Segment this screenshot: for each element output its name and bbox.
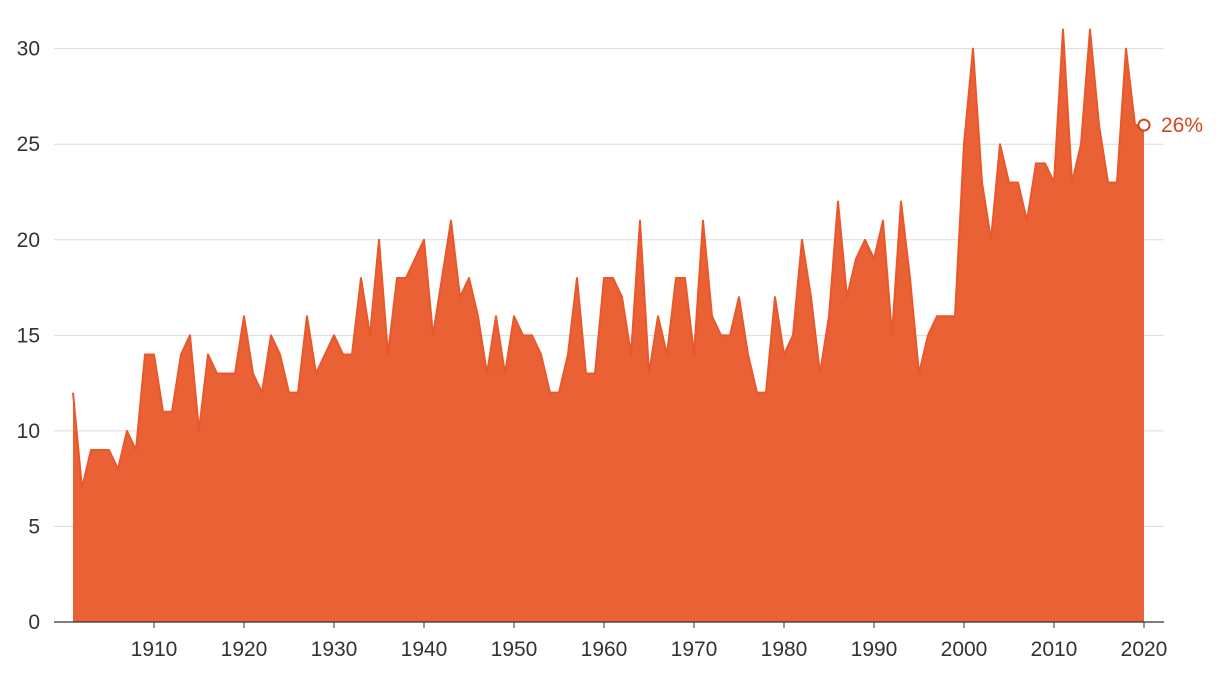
x-tick-label: 1950 [491,638,538,661]
x-tick-label: 2010 [1031,638,1078,661]
x-tick-label: 1940 [401,638,448,661]
y-tick-label: 15 [17,324,40,347]
area-line [72,28,1144,490]
x-tick-label: 2020 [1121,638,1168,661]
y-tick-label: 5 [28,515,40,538]
x-tick-label: 1980 [761,638,808,661]
x-tick-label: 2000 [941,638,988,661]
y-tick-label: 20 [17,229,40,252]
x-tick-label: 1920 [221,638,268,661]
x-tick-label: 1910 [131,638,178,661]
axes: 0 5 10 15 20 25 30 1910 1920 1930 1940 1950 1960 1970… [17,38,1168,661]
y-tick-label: 25 [17,133,40,156]
x-tick-label: 1960 [581,638,628,661]
y-tick-label: 30 [17,38,40,61]
x-tick-label: 1990 [851,638,898,661]
end-value-label: 26% [1161,114,1203,137]
end-point-marker [1137,118,1151,132]
area-fill [73,29,1144,623]
x-tick-label: 1930 [311,638,358,661]
labels: 26% [1137,114,1203,137]
y-tick-label: 10 [17,420,40,443]
series-area [72,28,1144,623]
y-tick-label: 0 [28,611,40,634]
x-tick-label: 1970 [671,638,718,661]
